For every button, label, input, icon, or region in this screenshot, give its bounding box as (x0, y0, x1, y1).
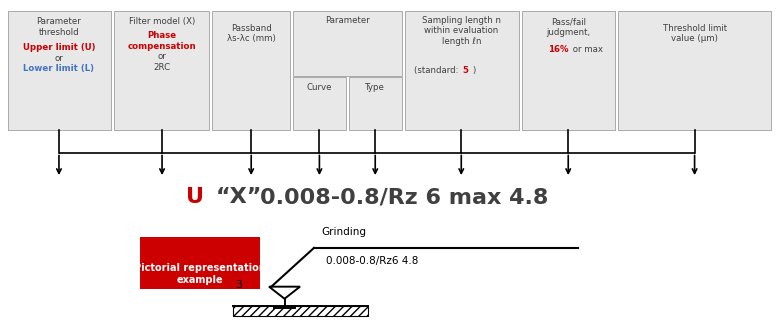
Bar (8, 11, 111, 130)
Bar (233, 306, 368, 316)
Bar (618, 11, 771, 130)
Text: 0.008-0.8/Rz 6 max 4.8: 0.008-0.8/Rz 6 max 4.8 (261, 187, 549, 207)
Text: Parameter
threshold: Parameter threshold (37, 18, 81, 37)
Text: or: or (55, 54, 63, 63)
Text: 2RC: 2RC (153, 63, 171, 72)
Text: or: or (157, 52, 167, 61)
Text: 3: 3 (235, 280, 242, 290)
Text: Phase: Phase (147, 31, 177, 40)
Bar (293, 11, 402, 76)
Text: Pictorial representation
example: Pictorial representation example (134, 263, 265, 285)
Text: ): ) (472, 66, 475, 75)
Text: Type: Type (366, 82, 385, 91)
Text: Parameter: Parameter (325, 16, 370, 25)
Text: 5: 5 (463, 66, 469, 75)
Text: or max: or max (570, 46, 603, 55)
Bar (114, 11, 209, 130)
Text: Passband
λs-λc (mm): Passband λs-λc (mm) (227, 24, 276, 43)
Text: 16%: 16% (548, 46, 568, 55)
Bar (521, 11, 615, 130)
Text: Lower limit (L): Lower limit (L) (23, 64, 95, 73)
Text: Upper limit (U): Upper limit (U) (23, 43, 96, 52)
Text: compensation: compensation (128, 42, 197, 51)
Text: (standard:: (standard: (414, 66, 461, 75)
Bar (293, 77, 346, 130)
Text: Filter model (X): Filter model (X) (129, 18, 195, 27)
Text: Threshold limit
value (μm): Threshold limit value (μm) (662, 24, 727, 43)
Text: Sampling length n
within evaluation
length ℓn: Sampling length n within evaluation leng… (422, 16, 501, 46)
Bar (139, 237, 260, 289)
Text: U: U (186, 187, 204, 207)
Text: Curve: Curve (307, 82, 332, 91)
Polygon shape (269, 287, 300, 299)
Text: “X”: “X” (215, 187, 262, 207)
Bar (349, 77, 402, 130)
Bar (212, 11, 290, 130)
Text: 0.008-0.8/Rz6 4.8: 0.008-0.8/Rz6 4.8 (326, 256, 418, 265)
Bar (405, 11, 518, 130)
Text: Grinding: Grinding (322, 227, 366, 237)
Text: Pass/fail
judgment,: Pass/fail judgment, (547, 18, 590, 37)
